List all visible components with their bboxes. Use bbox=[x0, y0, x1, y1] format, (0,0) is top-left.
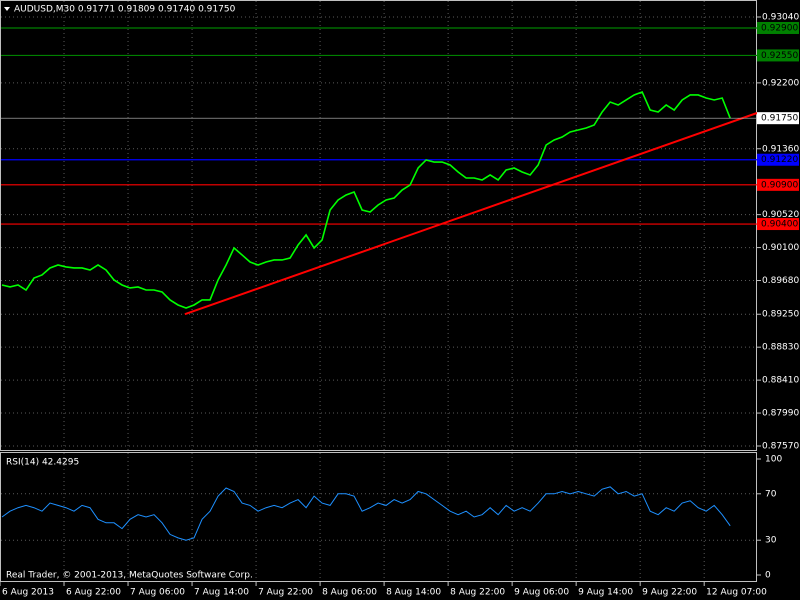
y-tick-label: 0.90520 bbox=[762, 210, 799, 220]
current-price-label: 0.91750 bbox=[761, 114, 798, 124]
price-level-tag bbox=[757, 218, 799, 231]
y-tick-label: 0.87990 bbox=[762, 409, 799, 419]
x-tick-label: 9 Aug 06:00 bbox=[514, 588, 569, 598]
trend-line bbox=[184, 112, 758, 316]
x-tick-label: 8 Aug 22:00 bbox=[450, 588, 505, 598]
x-tick-label: 8 Aug 06:00 bbox=[322, 588, 377, 598]
y-tick-label: 0.87570 bbox=[762, 442, 799, 452]
x-tick-label: 7 Aug 06:00 bbox=[130, 588, 185, 598]
x-tick-label: 6 Aug 22:00 bbox=[66, 588, 121, 598]
price-level-label: 0.92900 bbox=[761, 23, 798, 33]
y-tick-label: 0.88830 bbox=[762, 343, 799, 353]
footer: Real Trader, © 2001-2013, MetaQuotes Sof… bbox=[6, 571, 253, 581]
price-level-label: 0.90900 bbox=[761, 180, 798, 190]
y-tick-label: 70 bbox=[765, 489, 777, 499]
current-price-tag bbox=[757, 112, 799, 125]
x-tick-label: 7 Aug 22:00 bbox=[258, 588, 313, 598]
x-tick-label: 8 Aug 14:00 bbox=[386, 588, 441, 598]
y-tick-label: 0.92200 bbox=[762, 78, 799, 88]
y-tick-label: 100 bbox=[765, 455, 782, 465]
x-tick-label: 9 Aug 14:00 bbox=[578, 588, 633, 598]
series-line bbox=[1, 90, 731, 309]
rsi-panel-frame bbox=[0, 452, 757, 582]
menu-arrow[interactable] bbox=[4, 7, 10, 11]
y-tick-label: 0.90100 bbox=[762, 243, 799, 253]
x-tick-label: 6 Aug 2013 bbox=[2, 588, 54, 598]
y-tick-label: 0.89680 bbox=[762, 276, 799, 286]
series-line bbox=[1, 486, 731, 541]
price-level-label: 0.92550 bbox=[761, 51, 798, 61]
y-tick-label: 30 bbox=[765, 536, 777, 546]
price-level-tag bbox=[757, 178, 799, 191]
price-level-tag bbox=[757, 153, 799, 166]
y-tick-label: 0 bbox=[765, 571, 771, 581]
price-level-label: 0.90400 bbox=[761, 220, 798, 230]
chart-title: AUDUSD,M30 0.91771 0.91809 0.91740 0.917… bbox=[14, 5, 236, 15]
y-tick-label: 0.91360 bbox=[762, 144, 799, 154]
price-level-tag bbox=[757, 49, 799, 62]
y-tick-label: 0.93040 bbox=[762, 13, 799, 23]
price-panel-frame bbox=[0, 0, 757, 451]
rsi-title: RSI(14) 42.4295 bbox=[6, 458, 79, 468]
y-tick-label: 0.89250 bbox=[762, 310, 799, 320]
x-tick-label: 7 Aug 14:00 bbox=[194, 588, 249, 598]
y-tick-label: 0.88410 bbox=[762, 376, 799, 386]
x-tick-label: 9 Aug 22:00 bbox=[642, 588, 697, 598]
x-tick-label: 12 Aug 07:00 bbox=[706, 588, 767, 598]
price-level-label: 0.91220 bbox=[761, 155, 798, 165]
price-level-tag bbox=[757, 21, 799, 34]
